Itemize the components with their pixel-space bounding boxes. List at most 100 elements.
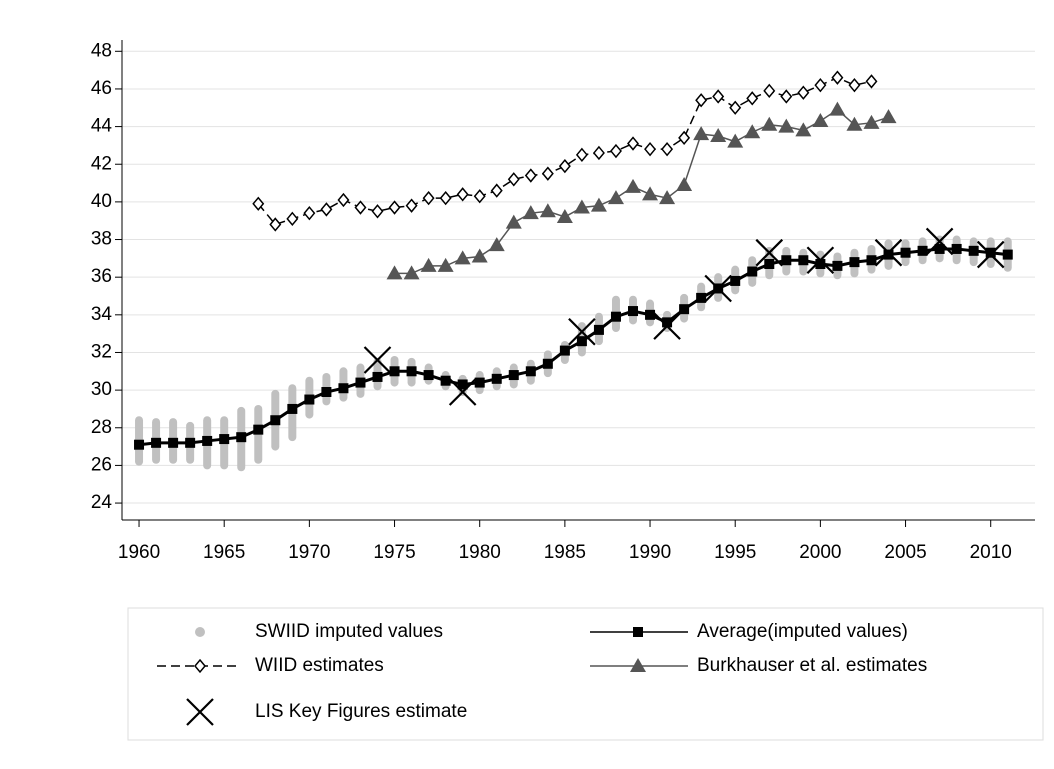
marker [471,248,488,263]
marker [678,130,691,146]
x-tick-label: 1970 [288,542,330,563]
marker [593,324,604,335]
marker [795,122,812,137]
marker [874,238,903,267]
y-tick-label: 30 [91,379,112,400]
marker [934,243,945,254]
marker [507,172,520,187]
marker [627,136,639,151]
marker [389,366,400,377]
marker [590,197,607,212]
marker [355,377,366,388]
marker [388,200,401,215]
marker [269,217,282,232]
marker [372,371,383,382]
legend-box [127,607,1044,741]
x-tick-label: 1975 [373,542,415,563]
marker [831,70,844,85]
marker [556,208,573,223]
marker [1002,249,1013,260]
marker [985,247,996,258]
marker [522,205,539,220]
marker [829,101,846,116]
y-tick-label: 34 [91,304,113,325]
marker [559,345,570,356]
marker [925,227,954,256]
marker [710,128,727,142]
marker [729,100,742,115]
marker [457,379,468,390]
marker [420,257,437,272]
legend-label: SWIID imputed values [255,621,443,642]
marker [134,439,145,450]
marker [661,142,674,157]
marker [659,190,676,205]
legend-label: WIID estimates [255,655,384,676]
y-tick-label: 36 [91,266,112,287]
x-tick-label: 1980 [459,542,501,563]
marker [812,112,829,127]
marker [832,260,843,271]
y-tick-label: 28 [91,417,112,438]
legend-marker [194,658,206,674]
marker [764,259,775,269]
marker [696,292,707,303]
marker [781,255,792,266]
marker [202,435,213,446]
marker [679,304,690,315]
y-tick-label: 32 [91,341,112,362]
marker [448,378,477,406]
marker [780,89,793,104]
marker [406,366,417,377]
marker [437,257,454,272]
marker [371,204,384,219]
marker [592,145,605,161]
legend-marker [186,698,214,726]
marker [848,78,861,93]
marker [303,206,316,221]
marker [491,373,502,384]
marker [746,91,759,106]
marker [287,403,298,414]
marker [386,265,403,280]
legend-label: LIS Key Figures estimate [255,701,467,722]
marker [917,245,928,256]
marker [575,147,588,162]
marker [866,255,877,266]
marker [568,317,596,346]
marker [712,89,725,104]
marker [321,387,332,397]
marker [524,168,537,183]
marker [474,377,485,388]
marker [880,109,897,124]
marker [761,116,778,131]
marker [645,309,656,320]
marker [798,255,809,266]
marker [573,199,590,214]
marker [747,266,758,277]
marker [846,116,863,131]
marker [490,183,503,198]
marker [755,238,784,267]
x-tick-label: 1960 [118,542,160,563]
marker [151,437,162,448]
y-tick-label: 48 [91,40,112,61]
marker [185,437,196,448]
marker [968,245,979,256]
marker [814,78,827,93]
marker [541,166,554,181]
marker [473,189,486,204]
legend-marker [630,658,646,672]
marker [488,237,505,252]
marker [607,190,624,205]
marker [320,202,333,217]
marker [865,74,878,89]
marker [676,176,693,191]
marker [423,370,434,381]
marker [778,118,795,133]
marker [539,203,556,218]
marker [951,243,962,254]
marker [628,306,639,317]
marker [653,312,681,340]
marker [558,158,571,174]
